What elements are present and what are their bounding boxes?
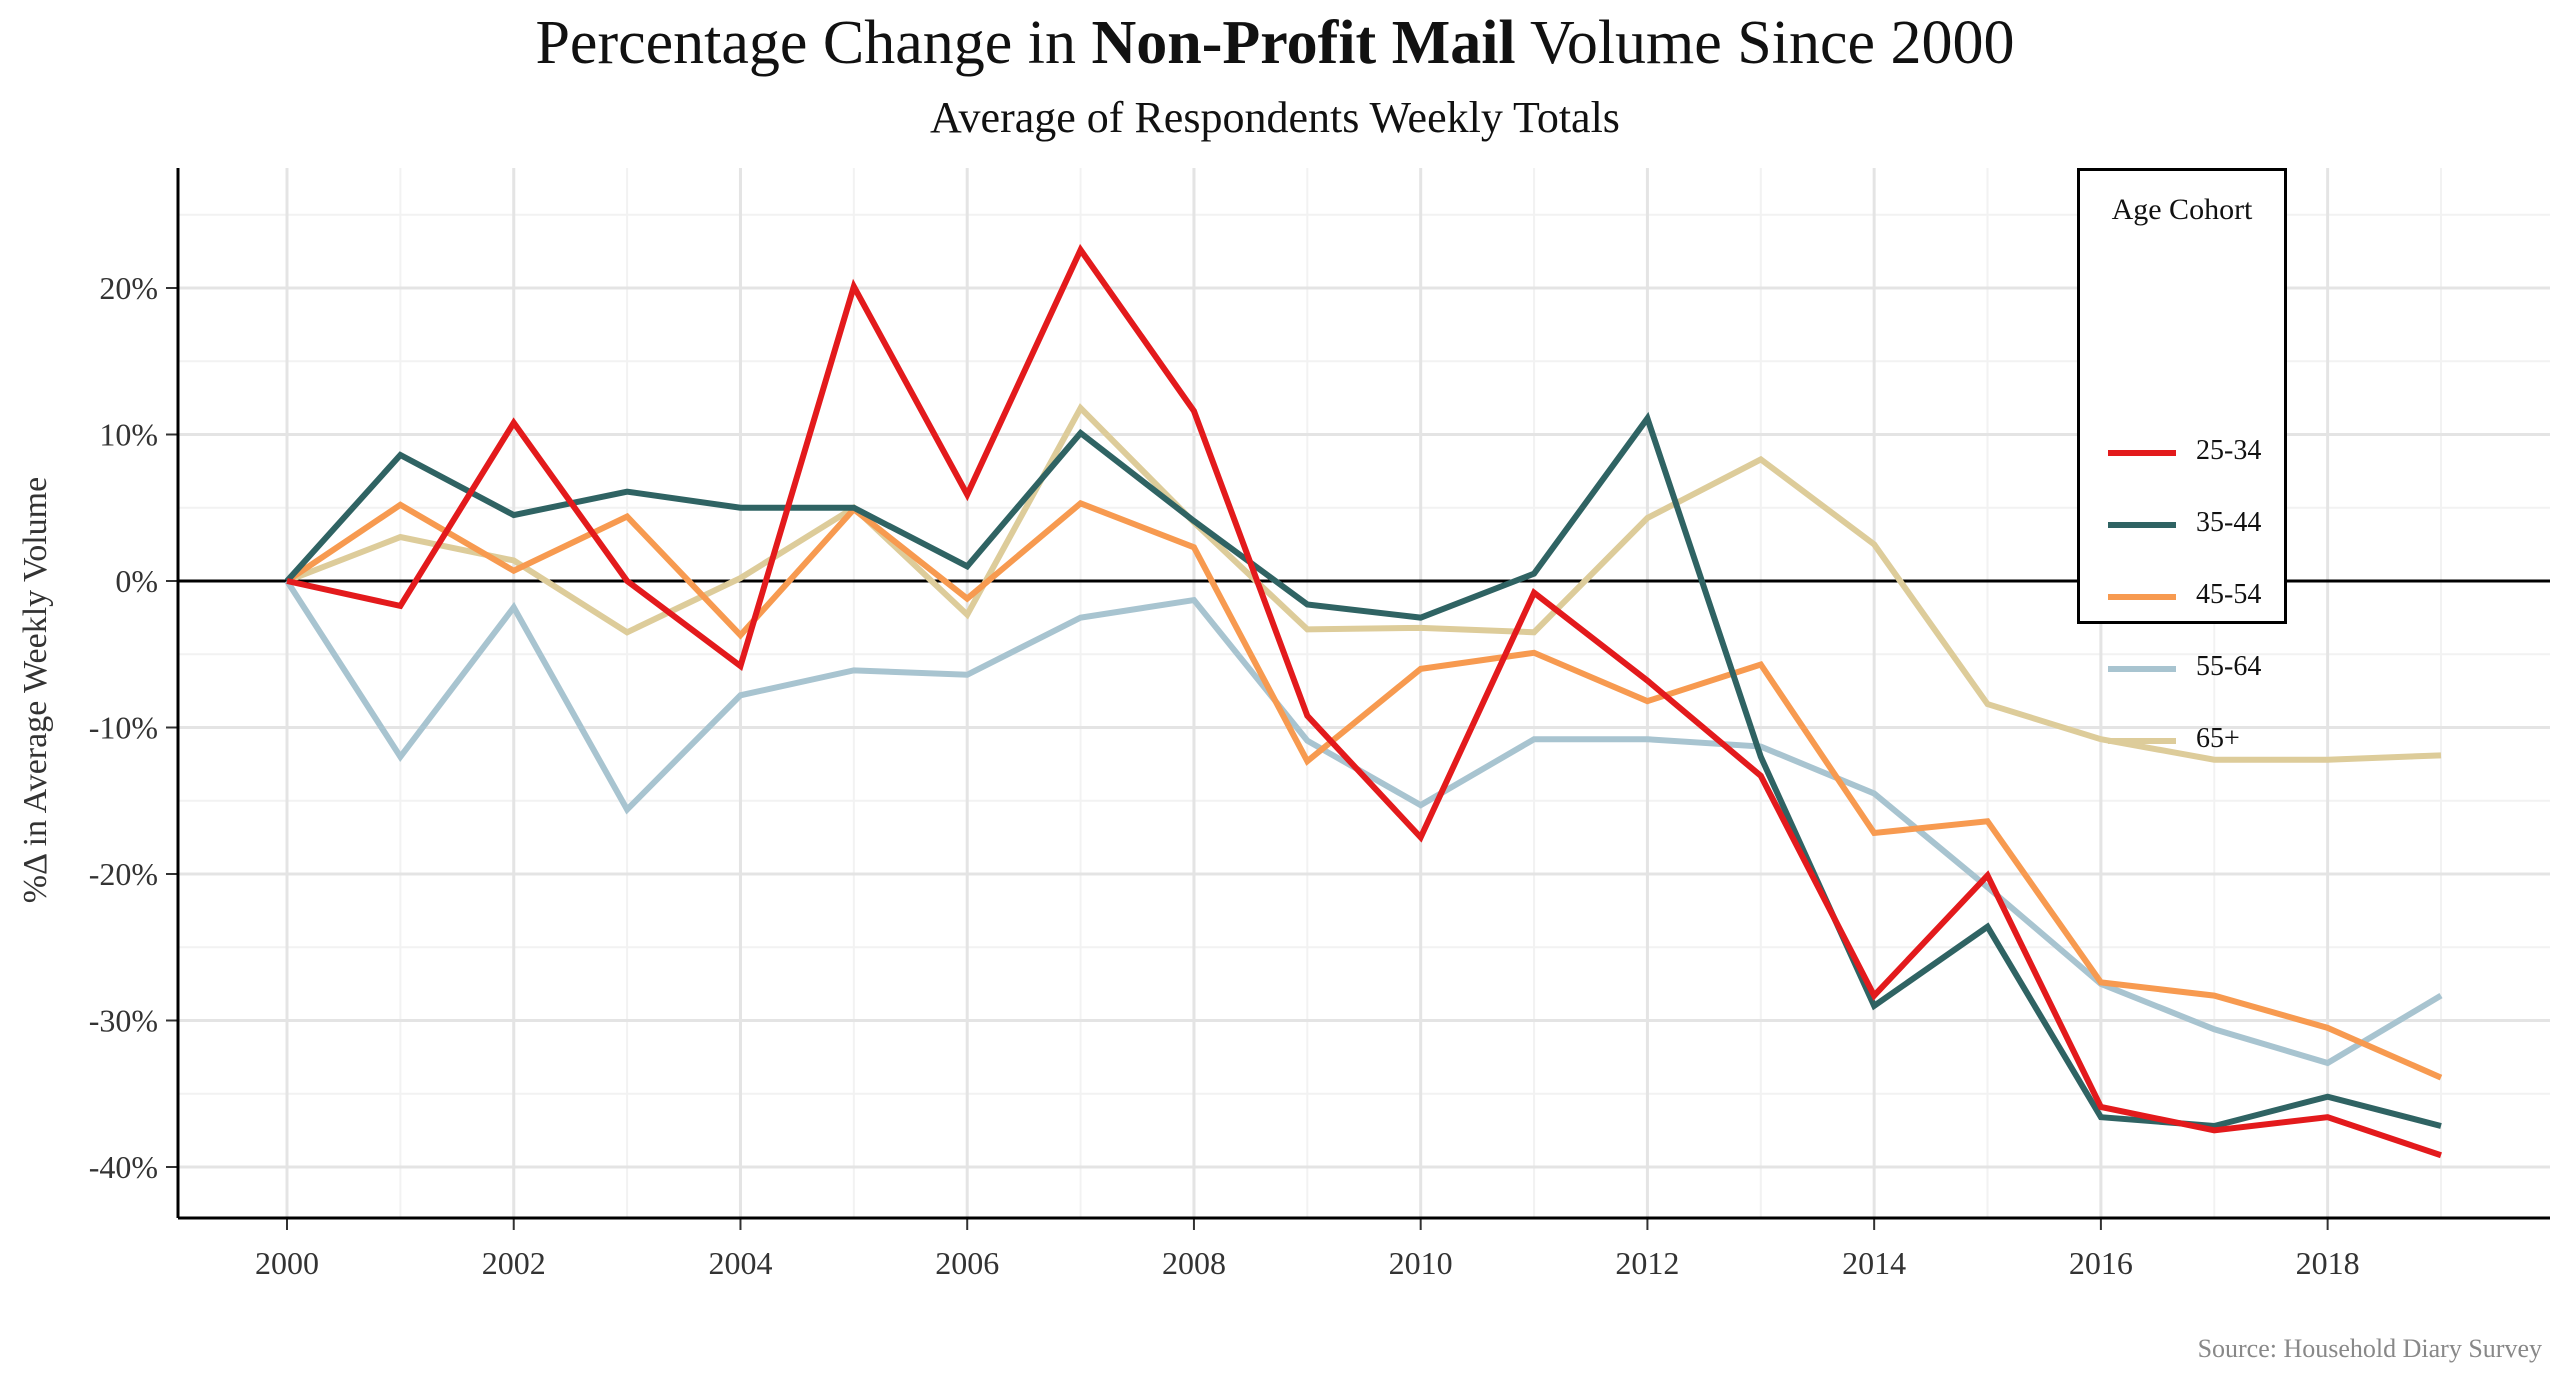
legend-item-45-54: 45-54: [2108, 577, 2278, 617]
y-tick-label: -40%: [89, 1149, 158, 1185]
y-tick-label: -30%: [89, 1003, 158, 1039]
y-tick-label: 0%: [115, 563, 158, 599]
series-line-35-44: [284, 411, 2442, 1130]
legend-item-35-44: 35-44: [2108, 505, 2278, 545]
x-tick-label: 2018: [2296, 1245, 2360, 1281]
legend-item-25-34: 25-34: [2108, 433, 2278, 473]
series-line-25-34: [286, 243, 2442, 1159]
x-tick-label: 2002: [482, 1245, 546, 1281]
chart-title: Percentage Change in Non-Profit Mail Vol…: [0, 8, 2550, 79]
x-tick-label: 2014: [1842, 1245, 1906, 1281]
x-tick-label: 2006: [935, 1245, 999, 1281]
legend-label: 65+: [2196, 723, 2240, 754]
x-tick-label: 2016: [2069, 1245, 2133, 1281]
legend-label: 35-44: [2196, 507, 2262, 538]
y-tick-label: -10%: [89, 710, 158, 746]
y-tick-label: 20%: [99, 270, 158, 306]
title-prefix: Percentage Change in: [535, 9, 1092, 77]
legend-item-65-plus: 65+: [2108, 721, 2278, 761]
series-line-45-54: [285, 499, 2443, 1081]
legend-swatch: [2108, 666, 2176, 672]
title-suffix: Volume Since 2000: [1515, 9, 2015, 77]
series-line-65-plus: [285, 403, 2442, 763]
legend: Age Cohort 25-34 35-44 45-54 55-64 65+: [2077, 168, 2287, 754]
title-bold: Non-Profit Mail: [1091, 9, 1516, 77]
legend-label: 25-34: [2196, 435, 2262, 466]
legend-label: 45-54: [2196, 579, 2262, 610]
x-tick-label: 2008: [1162, 1245, 1226, 1281]
y-axis-label: %Δ in Average Weekly Volume: [17, 476, 54, 904]
y-tick-label: 10%: [99, 417, 158, 453]
chart-subtitle: Average of Respondents Weekly Totals: [930, 93, 1620, 142]
legend-title: Age Cohort: [2111, 193, 2253, 226]
legend-item-55-64: 55-64: [2108, 649, 2278, 689]
legend-swatch: [2108, 594, 2176, 600]
x-tick-label: 2000: [255, 1245, 319, 1281]
x-tick-label: 2010: [1389, 1245, 1453, 1281]
y-tick-label: -20%: [89, 856, 158, 892]
x-tick-label: 2004: [708, 1245, 772, 1281]
legend-swatch: [2108, 450, 2176, 456]
x-tick-label: 2012: [1615, 1245, 1679, 1281]
legend-swatch: [2108, 738, 2176, 744]
legend-label: 55-64: [2196, 651, 2262, 682]
source-note: Source: Household Diary Survey: [2197, 1334, 2542, 1363]
legend-swatch: [2108, 522, 2176, 528]
